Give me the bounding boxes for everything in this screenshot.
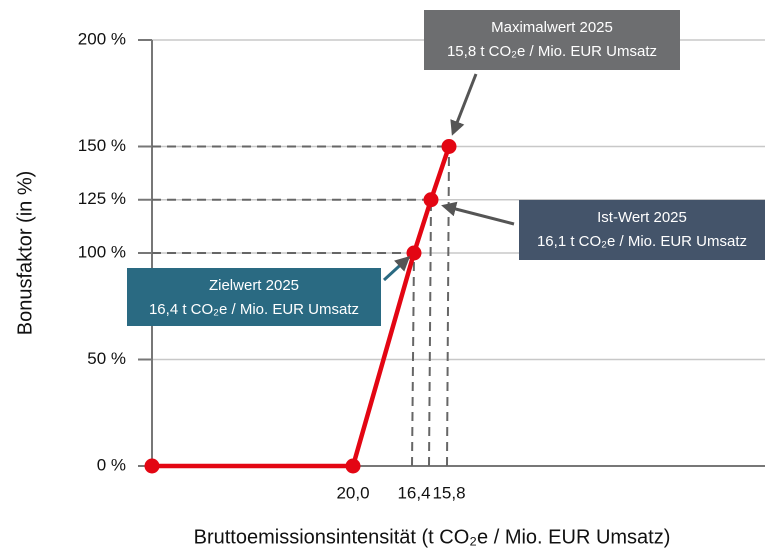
annotation-text: 16,4 t CO₂e / Mio. EUR Umsatz bbox=[149, 301, 359, 318]
y-tick-label: 50 % bbox=[87, 349, 126, 368]
annotation-box bbox=[424, 10, 680, 70]
y-tick-label: 200 % bbox=[78, 29, 126, 48]
y-tick-label: 0 % bbox=[97, 455, 126, 474]
annotation-title: Ist-Wert 2025 bbox=[597, 209, 687, 226]
guide-line bbox=[446, 146, 450, 467]
annotation-box bbox=[519, 200, 765, 260]
y-tick-label: 100 % bbox=[78, 242, 126, 261]
data-point bbox=[441, 139, 457, 154]
annotation-arrow bbox=[382, 255, 411, 282]
annotation-arrow bbox=[450, 73, 478, 136]
y-tick-label: 125 % bbox=[78, 189, 126, 208]
annotation-box bbox=[127, 268, 381, 326]
annotation-arrow bbox=[441, 201, 515, 226]
annotation-text: 16,1 t CO₂e / Mio. EUR Umsatz bbox=[537, 233, 747, 250]
data-point bbox=[423, 192, 439, 208]
x-tick-label: 15,8 bbox=[432, 483, 465, 502]
y-axis-label: Bonusfaktor (in %) bbox=[14, 171, 36, 336]
data-point bbox=[406, 245, 422, 261]
x-tick-label: 16,4 bbox=[397, 483, 430, 502]
x-tick-label: 20,0 bbox=[336, 483, 369, 502]
annotation-title: Zielwert 2025 bbox=[209, 277, 299, 294]
guide-line bbox=[428, 199, 432, 467]
x-axis-label: Bruttoemissionsintensität (t CO₂e / Mio.… bbox=[194, 526, 671, 548]
data-point bbox=[144, 458, 160, 474]
guide-line bbox=[411, 252, 415, 467]
data-point bbox=[345, 458, 361, 474]
annotation-title: Maximalwert 2025 bbox=[491, 19, 613, 36]
y-tick-label: 150 % bbox=[78, 136, 126, 155]
annotation-text: 15,8 t CO₂e / Mio. EUR Umsatz bbox=[447, 43, 657, 60]
